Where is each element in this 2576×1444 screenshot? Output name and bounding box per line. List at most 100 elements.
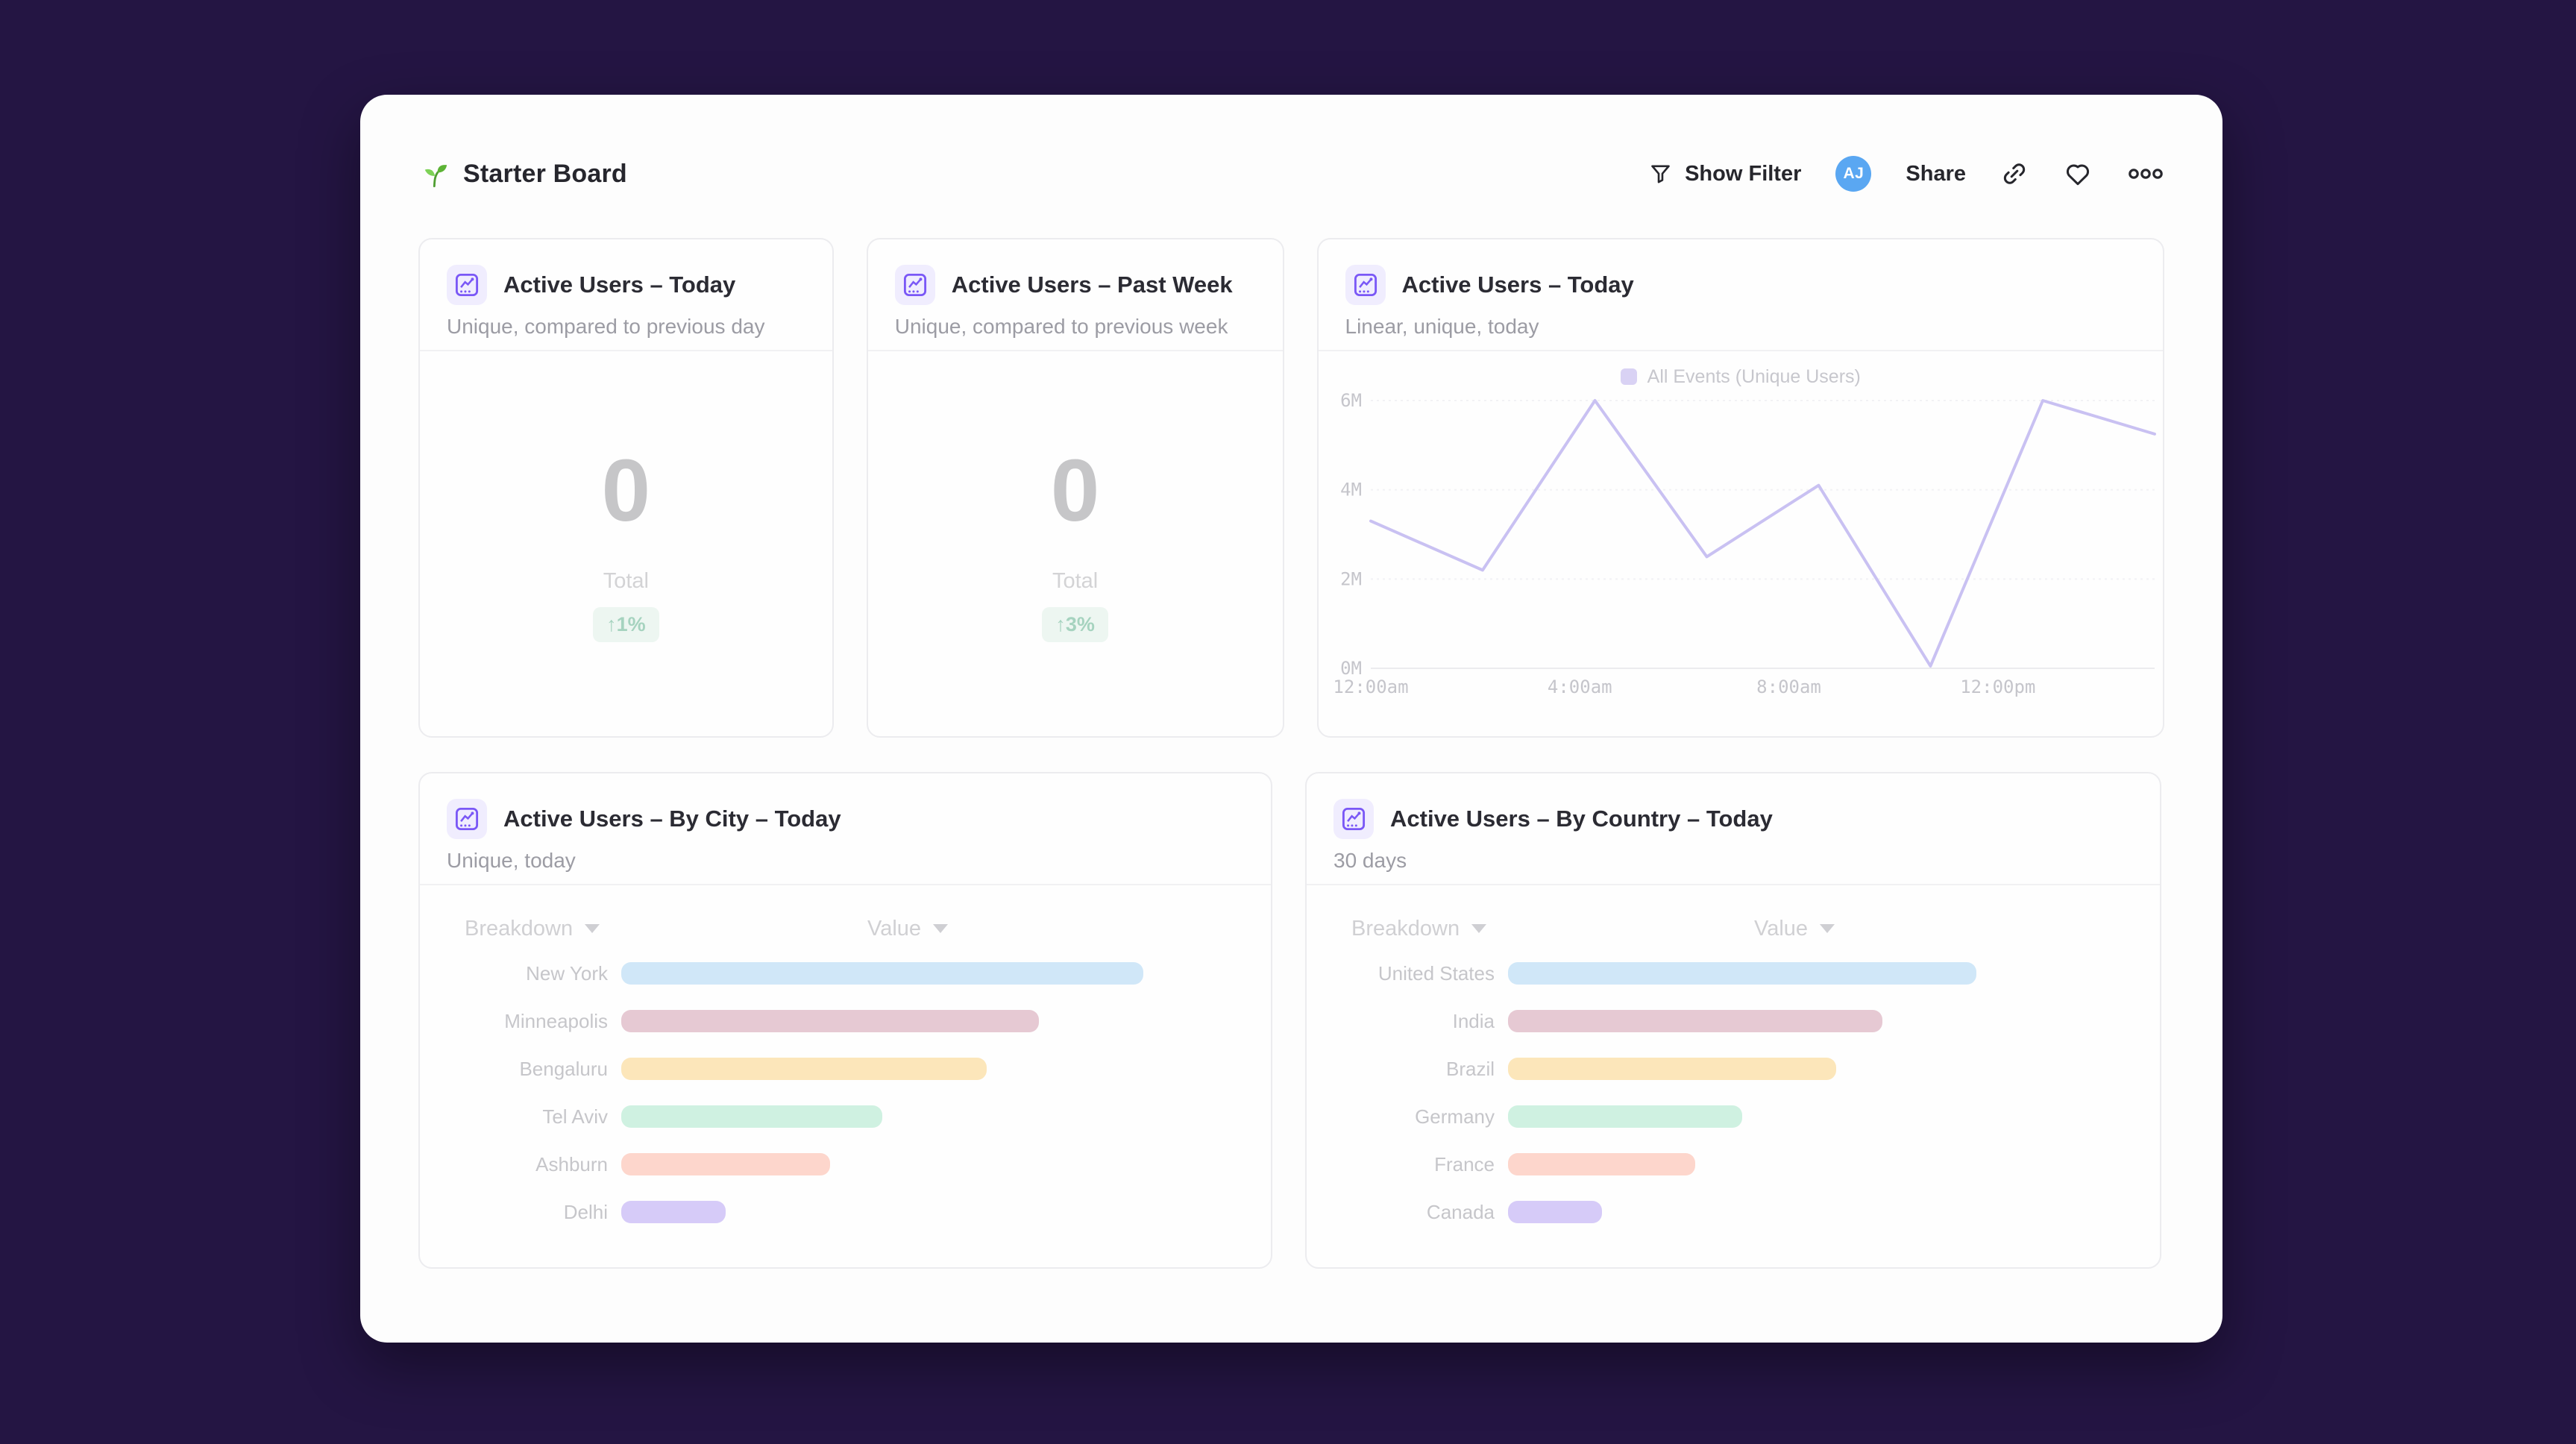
card-active-users-by-country: Active Users – By Country – Today 30 day… (1305, 772, 2161, 1269)
card-header: Active Users – By Country – Today 30 day… (1307, 773, 2160, 885)
chevron-down-icon (585, 924, 600, 933)
chevron-down-icon (933, 924, 949, 933)
column-header-breakdown-label: Breakdown (465, 916, 574, 941)
dashboard-panel: Starter Board Show Filter AJ Share (360, 95, 2222, 1343)
share-button[interactable]: Share (1906, 162, 1966, 186)
card-title: Active Users – By City – Today (503, 806, 841, 832)
breakdown-bar (621, 962, 1143, 985)
breakdown-row-label: India (1452, 1009, 1495, 1032)
breakdown-bar-track (1508, 962, 2160, 985)
svg-text:2M: 2M (1340, 568, 1362, 589)
card-header: Active Users – Today Linear, unique, tod… (1318, 239, 2163, 351)
breakdown-bar (621, 1058, 987, 1080)
copy-link-button[interactable] (2000, 160, 2029, 188)
breakdown-rows: New York Minneapolis Bengaluru Tel Aviv Ashb… (420, 949, 1271, 1236)
breakdown-bar-track (1508, 1010, 2160, 1032)
chevron-down-icon (1820, 924, 1835, 933)
legend-label: All Events (Unique Users) (1647, 365, 1861, 387)
card-header: Active Users – Today Unique, compared to… (420, 239, 832, 351)
chart-type-icon (447, 799, 487, 839)
metric-delta-badge: ↑1% (593, 607, 659, 642)
svg-text:0M: 0M (1340, 658, 1362, 679)
breakdown-row-label: United States (1377, 961, 1495, 985)
breakdown-bar-track (1508, 1201, 2160, 1223)
board-grid: Active Users – Today Unique, compared to… (418, 238, 2164, 1269)
breakdown-bar-track (621, 1058, 1271, 1080)
show-filter-button[interactable]: Show Filter (1648, 162, 1801, 186)
metric-value: 0 (1050, 442, 1100, 540)
breakdown-bar (621, 1010, 1039, 1032)
breakdown-row-label: Canada (1426, 1200, 1495, 1223)
board-title: Starter Board (463, 159, 627, 188)
card-subtitle: Unique, today (447, 849, 576, 872)
active-users-line-chart: 0M 2M 4M 6M 12:00am 4:00am 8:00am 12:00pm (1333, 390, 2156, 697)
breakdown-bar (621, 1153, 830, 1175)
column-header-value[interactable]: Value (867, 917, 949, 941)
breakdown-row[interactable]: India (1307, 997, 2160, 1045)
card-header: Active Users – Past Week Unique, compare… (867, 239, 1283, 351)
card-title: Active Users – Today (1401, 271, 1634, 298)
breakdown-row-label: France (1434, 1152, 1495, 1175)
svg-text:12:00am: 12:00am (1333, 677, 1408, 697)
avatar-initials: AJ (1843, 165, 1865, 182)
more-options-button[interactable] (2127, 167, 2164, 180)
breakdown-row[interactable]: Tel Aviv (420, 1093, 1271, 1140)
metric-label: Total (1052, 569, 1099, 593)
card-title: Active Users – Past Week (951, 271, 1233, 298)
card-title: Active Users – By Country – Today (1390, 806, 1773, 832)
bottom-row: Active Users – By City – Today Unique, t… (418, 772, 2164, 1269)
heart-icon (2067, 164, 2089, 186)
svg-text:6M: 6M (1340, 390, 1362, 411)
column-header-breakdown[interactable]: Breakdown (420, 917, 621, 941)
breakdown-row[interactable]: France (1307, 1140, 2160, 1188)
card-subtitle: Linear, unique, today (1345, 315, 1539, 338)
chevron-down-icon (1471, 924, 1487, 933)
avatar[interactable]: AJ (1835, 156, 1872, 192)
breakdown-row[interactable]: Minneapolis (420, 997, 1271, 1045)
breakdown-row[interactable]: Ashburn (420, 1140, 1271, 1188)
breakdown-row[interactable]: United States (1307, 949, 2160, 997)
breakdown-row[interactable]: Delhi (420, 1188, 1271, 1236)
breakdown-bar-track (1508, 1058, 2160, 1080)
breakdown-row-label: Ashburn (535, 1152, 608, 1175)
breakdown-column-headers: Breakdown Value (1307, 885, 2160, 949)
breakdown-row-label: Delhi (563, 1200, 608, 1223)
breakdown-bar (1508, 1105, 1742, 1128)
svg-text:12:00pm: 12:00pm (1960, 677, 2035, 697)
chart-type-icon (1333, 799, 1374, 839)
breakdown-column-headers: Breakdown Value (420, 885, 1271, 949)
card-active-users-line-chart: Active Users – Today Linear, unique, tod… (1316, 238, 2164, 738)
breakdown-bar-track (1508, 1153, 2160, 1175)
column-header-value[interactable]: Value (1754, 917, 1835, 941)
chart-type-icon (447, 265, 487, 305)
board-header: Starter Board Show Filter AJ Share (418, 95, 2164, 238)
breakdown-bar-track (621, 1153, 1271, 1175)
top-row: Active Users – Today Unique, compared to… (418, 238, 2164, 738)
legend-item-all-events[interactable]: All Events (Unique Users) (1319, 351, 2164, 390)
card-subtitle: Unique, compared to previous week (894, 315, 1228, 338)
breakdown-row[interactable]: Canada (1307, 1188, 2160, 1236)
card-header: Active Users – By City – Today Unique, t… (420, 773, 1271, 885)
metric-delta-badge: ↑3% (1042, 607, 1108, 642)
ellipsis-icon (2129, 169, 2163, 179)
breakdown-row[interactable]: Germany (1307, 1093, 2160, 1140)
chart-type-icon (894, 265, 935, 305)
toolbar: Show Filter AJ Share (1648, 156, 2164, 192)
breakdown-bar (1508, 1153, 1695, 1175)
breakdown-bar-track (1508, 1105, 2160, 1128)
breakdown-row[interactable]: New York (420, 949, 1271, 997)
breakdown-row[interactable]: Bengaluru (420, 1045, 1271, 1093)
breakdown-bar (621, 1105, 882, 1128)
svg-text:4:00am: 4:00am (1547, 677, 1612, 697)
filter-icon (1651, 164, 1670, 183)
metric-label: Total (603, 569, 649, 593)
breakdown-row[interactable]: Brazil (1307, 1045, 2160, 1093)
card-subtitle: Unique, compared to previous day (447, 315, 765, 338)
board-title-wrap: Starter Board (418, 157, 627, 190)
breakdown-bar-track (621, 1010, 1271, 1032)
link-icon (2003, 163, 2026, 184)
column-header-breakdown-label: Breakdown (1351, 916, 1460, 941)
column-header-breakdown[interactable]: Breakdown (1307, 917, 1508, 941)
favorite-button[interactable] (2063, 159, 2093, 189)
share-label: Share (1906, 161, 1966, 186)
